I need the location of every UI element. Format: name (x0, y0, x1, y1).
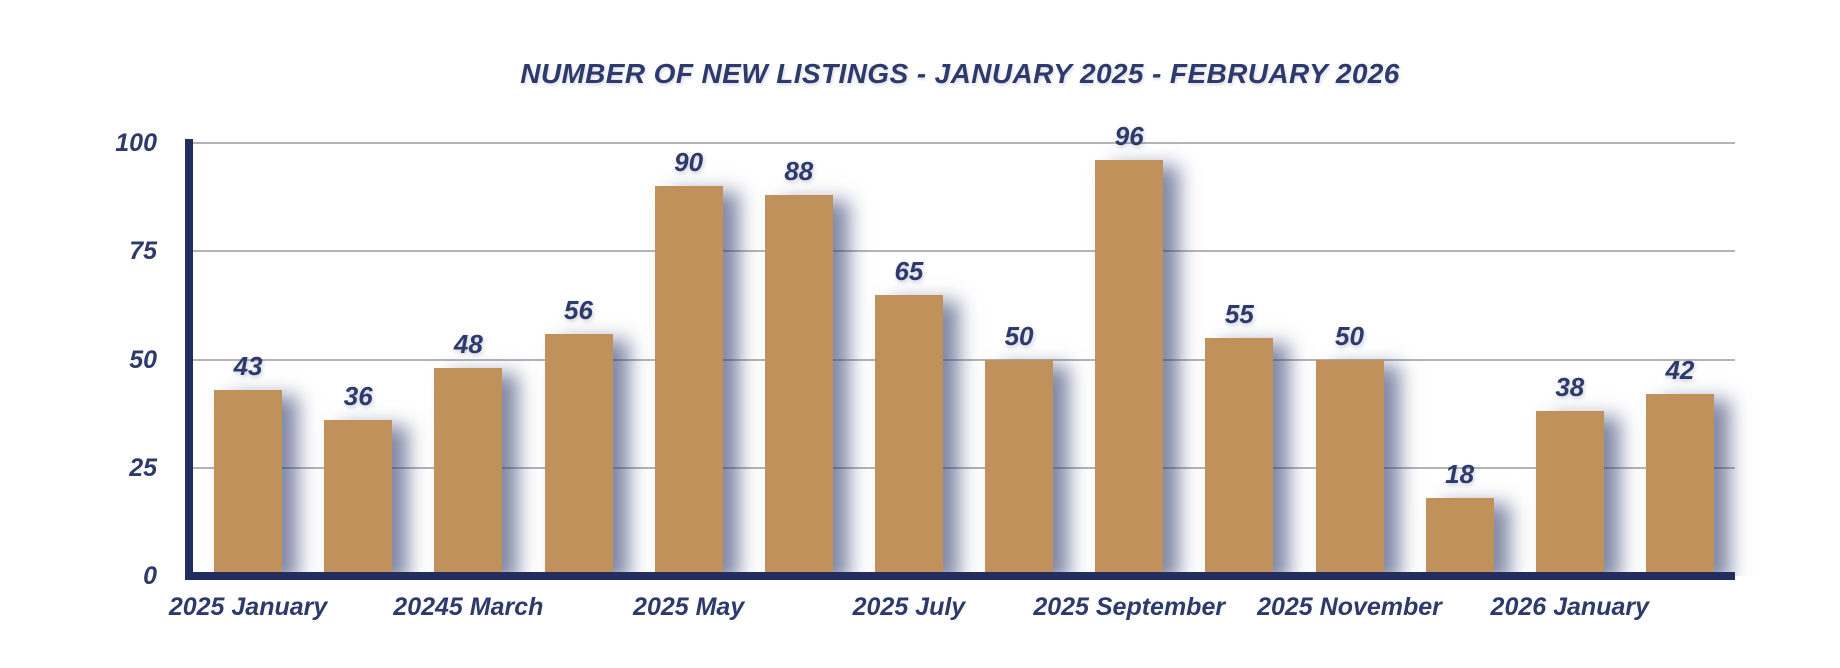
bar (654, 186, 723, 576)
bar (1645, 394, 1714, 576)
bar (324, 420, 393, 576)
bar-value-label: 42 (1665, 355, 1695, 386)
bar-value-label: 18 (1445, 459, 1475, 490)
x-tick-label: 2025 January (168, 593, 328, 621)
bar-value-label: 88 (784, 155, 814, 186)
x-tick-label: 2025 November (1257, 593, 1442, 621)
bars-container: 43 36 48 56 90 88 65 50 96 55 50 18 38 42 (193, 63, 1755, 576)
x-tick-label: 2025 September (1033, 593, 1226, 621)
bar (1315, 359, 1384, 576)
x-tick-label: 20245 March (393, 593, 544, 621)
gridline (193, 250, 1735, 253)
plot-area: 43 36 48 56 90 88 65 50 96 55 50 18 38 42 (185, 121, 1735, 580)
bar (1425, 498, 1494, 576)
bar (764, 194, 833, 576)
bar-value-label: 56 (564, 294, 593, 325)
bar (214, 389, 283, 576)
bar (985, 359, 1054, 576)
y-tick-label: 75 (129, 237, 157, 266)
bar (1095, 160, 1164, 576)
x-tick-label: 2025 July (852, 593, 966, 621)
bar (434, 368, 503, 576)
bar-value-label: 55 (1224, 298, 1254, 329)
bar (1205, 337, 1274, 576)
x-tick-label: 2025 May (633, 593, 745, 621)
bar (1535, 411, 1604, 576)
chart-title: NUMBER OF NEW LISTINGS - JANUARY 2025 - … (520, 58, 1400, 89)
bar-value-label: 50 (1335, 320, 1364, 351)
gridline (193, 358, 1735, 361)
x-axis-line (185, 572, 1735, 580)
bar-value-label: 65 (894, 255, 924, 286)
bar (544, 333, 613, 576)
x-tick-label: 2026 January (1490, 593, 1650, 621)
bar-value-label: 43 (233, 350, 263, 381)
gridline (193, 466, 1735, 469)
gridline (193, 142, 1735, 144)
bar-value-label: 90 (674, 147, 704, 178)
y-tick-label: 50 (129, 345, 157, 374)
bar-value-label: 96 (1114, 121, 1144, 152)
y-tick-label: 25 (129, 453, 157, 482)
bar-value-label: 36 (343, 381, 373, 412)
bar-value-label: 48 (453, 329, 483, 360)
y-tick-label: 100 (115, 129, 157, 157)
bar (874, 294, 943, 576)
bar-value-label: 38 (1555, 372, 1585, 403)
y-axis-line (185, 139, 193, 580)
bar-value-label: 50 (1004, 320, 1034, 351)
y-tick-label: 0 (143, 562, 157, 590)
